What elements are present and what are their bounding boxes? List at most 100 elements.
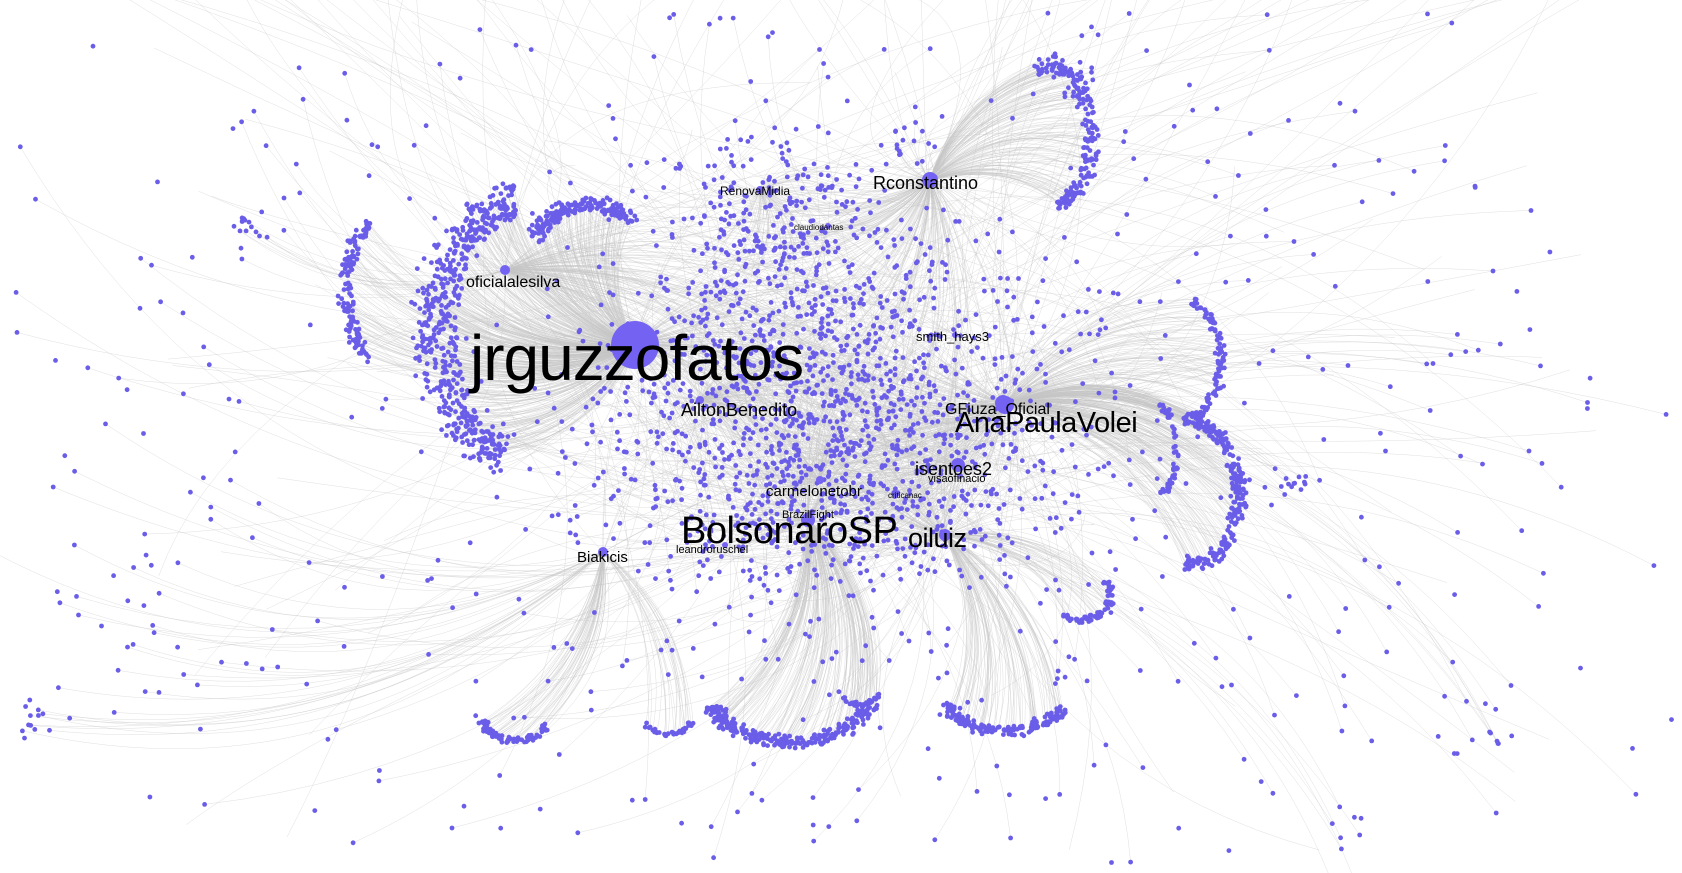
graph-node xyxy=(464,391,470,397)
graph-edge xyxy=(801,179,931,272)
graph-edge xyxy=(954,334,1346,706)
graph-node xyxy=(427,348,432,354)
graph-edge xyxy=(944,512,1453,663)
graph-node xyxy=(460,228,466,233)
graph-node xyxy=(479,201,485,207)
graph-edge xyxy=(603,471,821,509)
graph-node xyxy=(1193,296,1199,302)
graph-node xyxy=(1224,462,1230,468)
graph-edge xyxy=(1002,218,1373,404)
graph-edge xyxy=(74,544,604,619)
graph-edge xyxy=(346,311,636,368)
graph-node xyxy=(432,242,437,248)
graph-node xyxy=(1220,550,1226,555)
graph-edge xyxy=(283,230,821,481)
graph-node xyxy=(487,205,493,211)
graph-edge xyxy=(483,551,604,732)
graph-node xyxy=(1230,483,1236,489)
graph-edge xyxy=(634,153,1394,346)
graph-node xyxy=(482,718,488,724)
graph-node xyxy=(1196,413,1201,418)
graph-node xyxy=(454,335,459,340)
graph-node xyxy=(1084,97,1090,103)
graph-edge xyxy=(376,363,1004,404)
graph-edge xyxy=(807,519,1516,802)
graph-node xyxy=(848,296,853,301)
graph-edge xyxy=(822,248,1004,404)
graph-edge xyxy=(944,332,1133,536)
graph-edge xyxy=(944,528,1106,584)
graph-edge xyxy=(504,247,737,284)
graph-node xyxy=(476,720,482,726)
graph-node xyxy=(503,185,509,191)
graph-node xyxy=(447,363,453,368)
graph-node xyxy=(464,418,470,424)
graph-edge xyxy=(773,330,1004,409)
graph-node xyxy=(945,709,950,715)
graph-node xyxy=(1083,137,1088,143)
graph-edge xyxy=(699,332,1431,411)
graph-node xyxy=(1228,519,1234,524)
graph-node xyxy=(434,344,440,349)
graph-edge xyxy=(384,494,809,541)
graph-node xyxy=(488,201,494,206)
graph-node xyxy=(866,698,872,703)
graph-node xyxy=(422,336,428,342)
graph-edge xyxy=(735,179,931,422)
graph-node xyxy=(453,390,459,396)
graph-node xyxy=(806,740,811,745)
graph-node xyxy=(578,201,584,207)
graph-edge xyxy=(717,519,810,709)
graph-edge xyxy=(1004,256,1442,406)
graph-edge xyxy=(504,269,669,572)
graph-edge xyxy=(929,176,1060,204)
graph-edge xyxy=(944,534,1013,735)
graph-node xyxy=(649,400,654,406)
graph-edge xyxy=(959,442,1458,533)
graph-edge xyxy=(702,493,911,678)
graph-node xyxy=(484,451,489,456)
graph-node xyxy=(448,407,454,413)
graph-edge xyxy=(957,160,1445,466)
graph-edge xyxy=(1002,126,1175,404)
graph-node xyxy=(805,436,811,441)
graph-edge xyxy=(794,519,832,749)
graph-node xyxy=(539,228,545,234)
graph-node xyxy=(410,335,416,341)
graph-edge xyxy=(827,196,1434,364)
graph-node xyxy=(460,376,465,382)
graph-edge xyxy=(504,269,1297,696)
graph-node xyxy=(1218,335,1224,341)
graph-node xyxy=(473,415,479,420)
graph-edge xyxy=(634,200,790,346)
graph-edge xyxy=(197,551,604,687)
graph-edge xyxy=(929,179,1031,510)
graph-edge xyxy=(602,395,1530,553)
graph-node xyxy=(1039,61,1045,67)
graph-edge xyxy=(702,464,959,559)
graph-edge xyxy=(944,534,1047,725)
graph-node xyxy=(532,230,538,236)
graph-edge xyxy=(876,179,933,319)
graph-edge xyxy=(870,0,944,181)
graph-node xyxy=(492,215,497,221)
graph-edge xyxy=(695,179,931,347)
graph-edge xyxy=(807,519,1141,671)
graph-edge xyxy=(195,0,636,346)
graph-edge xyxy=(326,0,1006,406)
graph-edge xyxy=(944,534,1342,850)
graph-edge xyxy=(944,350,1451,536)
graph-edge xyxy=(496,551,604,737)
graph-edge xyxy=(944,534,1360,836)
graph-edge xyxy=(246,0,701,401)
graph-edge xyxy=(944,534,978,722)
graph-node xyxy=(1186,411,1192,417)
graph-edge xyxy=(358,334,636,373)
graph-node xyxy=(417,306,423,311)
graph-node xyxy=(1229,514,1235,520)
graph-node xyxy=(472,409,477,415)
graph-edge xyxy=(1004,390,1305,483)
graph-edge xyxy=(807,469,1224,545)
graph-node xyxy=(1090,125,1096,131)
graph-node xyxy=(492,452,498,458)
